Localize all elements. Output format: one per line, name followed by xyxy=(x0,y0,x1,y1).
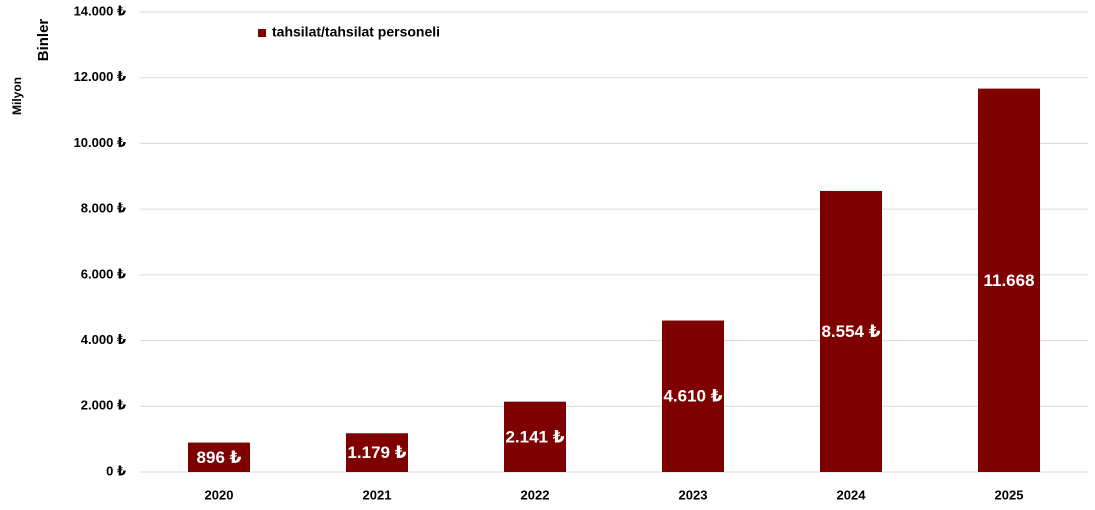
x-tick-label: 2022 xyxy=(521,487,550,502)
y-axis-label-secondary: Milyon xyxy=(10,77,24,115)
bar xyxy=(662,320,724,472)
x-tick-label: 2021 xyxy=(363,487,392,502)
y-tick-label: 14.000 ₺ xyxy=(74,3,126,18)
bar xyxy=(346,433,408,472)
value-label: 2.141 ₺ xyxy=(505,427,564,446)
x-tick-label: 2023 xyxy=(679,487,708,502)
bar xyxy=(504,401,566,472)
y-tick-label: 0 ₺ xyxy=(106,463,126,478)
value-label: 8.554 ₺ xyxy=(821,322,880,341)
bar xyxy=(820,190,882,472)
y-tick-label: 8.000 ₺ xyxy=(81,201,126,216)
value-label: 1.179 ₺ xyxy=(347,443,406,462)
y-tick-label: 4.000 ₺ xyxy=(81,332,126,347)
value-label: 4.610 ₺ xyxy=(663,387,722,406)
x-tick-label: 2025 xyxy=(995,487,1024,502)
x-tick-label: 2024 xyxy=(837,487,867,502)
y-tick-label: 2.000 ₺ xyxy=(81,398,126,413)
bar xyxy=(188,442,250,472)
value-label: 896 ₺ xyxy=(197,448,242,467)
value-label: 11.668 xyxy=(983,271,1034,290)
y-axis-label: Binler xyxy=(35,19,52,62)
bar xyxy=(978,88,1040,472)
x-tick-label: 2020 xyxy=(205,487,234,502)
legend-swatch xyxy=(258,29,266,37)
y-tick-label: 6.000 ₺ xyxy=(81,266,126,281)
legend-label: tahsilat/tahsilat personeli xyxy=(272,24,440,40)
y-tick-label: 10.000 ₺ xyxy=(74,135,126,150)
y-tick-label: 12.000 ₺ xyxy=(74,69,126,84)
